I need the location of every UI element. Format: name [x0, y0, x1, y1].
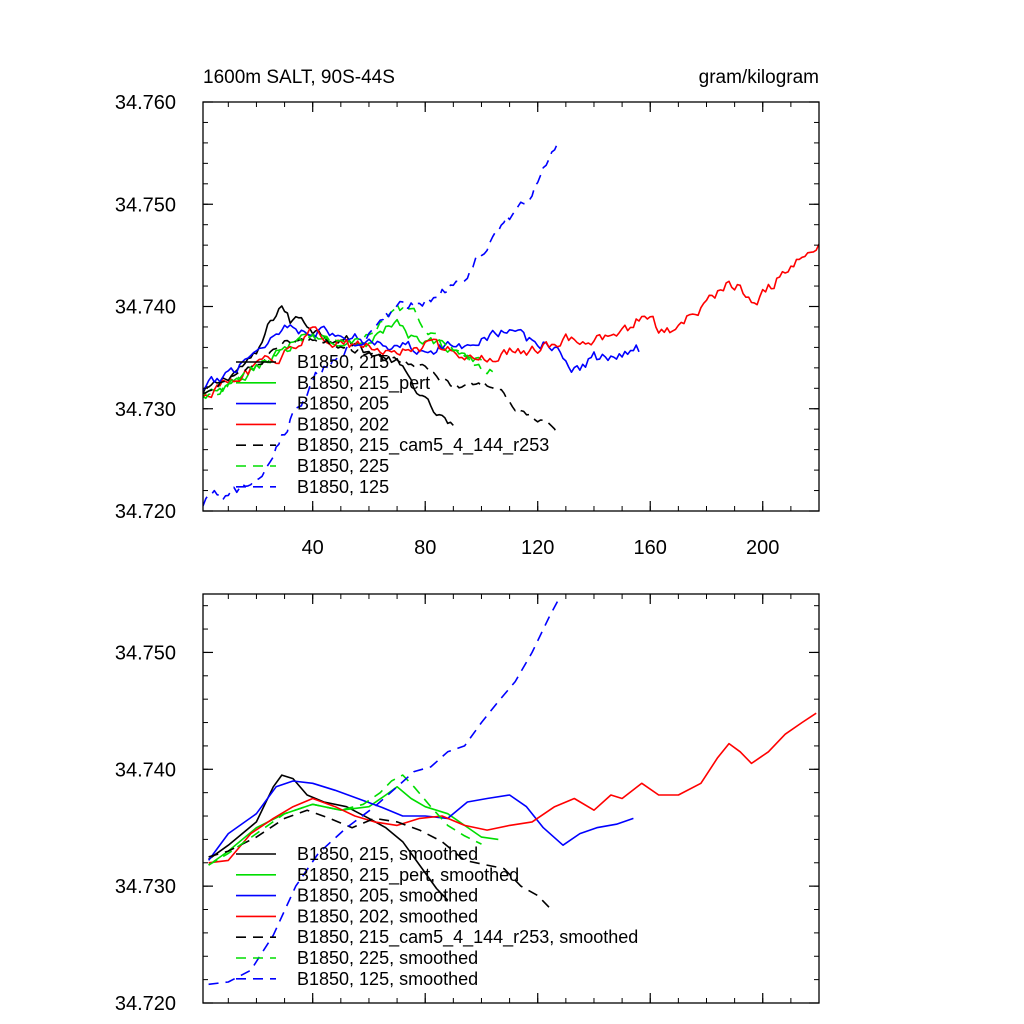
- series-line: [208, 595, 561, 986]
- y-tick-label: 34.740: [115, 297, 176, 319]
- top-panel-title: 1600m SALT, 90S-44S: [203, 67, 395, 88]
- x-tick-label: 40: [302, 537, 324, 559]
- legend-label: B1850, 202: [297, 414, 389, 434]
- legend-label: B1850, 125: [297, 477, 389, 497]
- y-tick-label: 34.720: [115, 501, 176, 523]
- x-tick-label: 80: [414, 537, 436, 559]
- legend-label: B1850, 215_pert: [297, 373, 430, 394]
- legend-label: B1850, 215: [297, 352, 389, 372]
- bottom-panel-series: [207, 595, 817, 986]
- legend-label: B1850, 215_cam5_4_144_r253, smoothed: [297, 927, 638, 948]
- series-line: [203, 303, 494, 400]
- bottom-panel-ticks: 34.720 34.730 34.740 34.750: [115, 594, 820, 1015]
- series-line: [203, 143, 559, 507]
- top-panel: 1600m SALT, 90S-44S gram/kilogram 34.720…: [115, 67, 820, 559]
- y-tick-label: 34.730: [115, 876, 176, 898]
- top-panel-series: [203, 143, 819, 507]
- legend-label: B1850, 202, smoothed: [297, 906, 478, 926]
- y-tick-label: 34.720: [115, 993, 176, 1015]
- bottom-panel: 34.720 34.730 34.740 34.750 B1850, 215, smo…: [115, 593, 820, 1015]
- series-line: [208, 774, 482, 866]
- y-tick-label: 34.730: [115, 399, 176, 421]
- top-panel-ticks: 34.720 34.730 34.740 34.750 34.760 40 80 120 160…: [115, 92, 820, 559]
- series-line: [208, 809, 550, 908]
- series-line: [203, 243, 819, 399]
- legend-label: B1850, 225: [297, 456, 389, 476]
- series-line: [208, 712, 817, 864]
- series-line: [203, 338, 559, 435]
- legend-label: B1850, 125, smoothed: [297, 969, 478, 989]
- x-tick-label: 200: [746, 537, 779, 559]
- y-tick-label: 34.760: [115, 92, 176, 114]
- legend-label: B1850, 215, smoothed: [297, 844, 478, 864]
- top-panel-units: gram/kilogram: [699, 67, 819, 88]
- x-tick-label: 120: [521, 537, 554, 559]
- legend-label: B1850, 205, smoothed: [297, 886, 478, 906]
- legend-label: B1850, 215_cam5_4_144_r253: [297, 435, 549, 456]
- bottom-panel-frame: [202, 593, 820, 1004]
- y-tick-label: 34.750: [115, 642, 176, 664]
- y-tick-label: 34.740: [115, 759, 176, 781]
- legend-label: B1850, 225, smoothed: [297, 948, 478, 968]
- x-tick-label: 160: [634, 537, 667, 559]
- legend-label: B1850, 205: [297, 394, 389, 414]
- legend-label: B1850, 215_pert, smoothed: [297, 865, 519, 886]
- y-tick-label: 34.750: [115, 194, 176, 216]
